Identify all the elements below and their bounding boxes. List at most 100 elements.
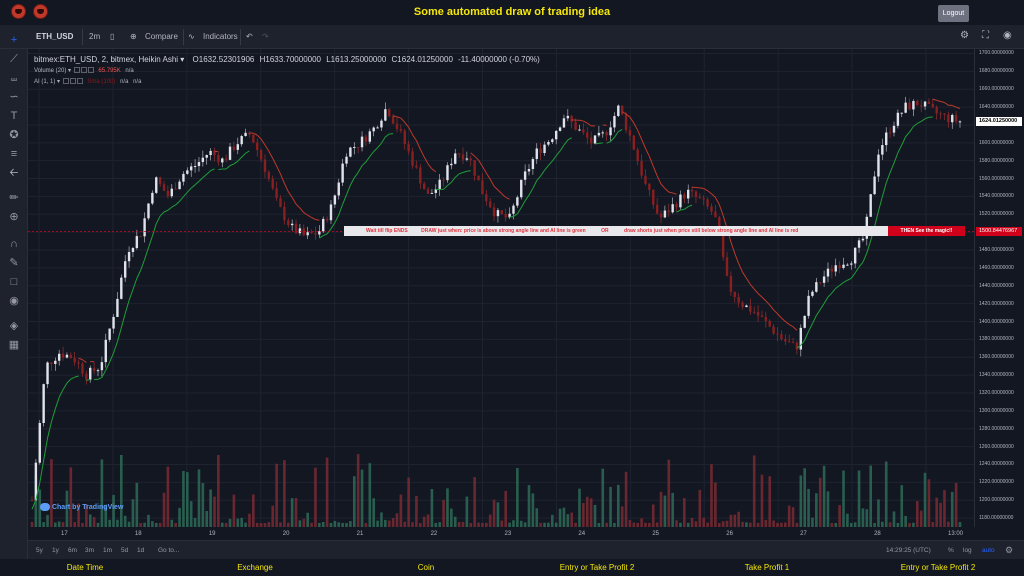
candle-body (861, 238, 865, 241)
candle-body (605, 132, 608, 136)
logout-button[interactable]: Logout (938, 5, 969, 22)
volume-bar (279, 522, 282, 527)
tradingview-brand[interactable]: Chart by TradingView (40, 503, 123, 511)
volume-bar (582, 503, 585, 527)
pattern-icon[interactable]: ✪ (9, 129, 19, 141)
ai-indicator-segment (877, 196, 883, 212)
top-bar: Some automated draw of trading idea Logo… (0, 0, 1024, 25)
volume-bar (356, 454, 360, 527)
ai-indicator-segment (183, 191, 188, 198)
volume-bar (799, 475, 803, 527)
candle-body (189, 166, 193, 171)
ai-indicator-segment (206, 170, 211, 175)
ai-indicator-segment (544, 165, 549, 171)
candle-body (756, 312, 760, 316)
trend-line-icon[interactable]: ⟋ (10, 53, 18, 65)
fib-icon[interactable]: ≡ (10, 148, 18, 160)
settings-gear-icon[interactable]: ⚙ (1005, 545, 1014, 555)
volume-bar (815, 493, 818, 527)
stay-drawing-icon[interactable]: ✎ (9, 257, 19, 269)
candle-body (450, 163, 453, 166)
range-5d[interactable]: 5d (121, 547, 129, 554)
ai-legend[interactable]: AI (1, 1) ▾ Sma (100) n/a n/a (34, 78, 142, 85)
interval-button[interactable]: 2m (89, 32, 101, 41)
candle-body (516, 197, 519, 206)
range-1d[interactable]: 1d (137, 547, 145, 554)
chart-style-icon[interactable]: ▯ (110, 32, 115, 41)
range-3m[interactable]: 3m (85, 547, 95, 554)
eye-toggle-icon[interactable] (62, 78, 69, 85)
compare-button[interactable]: Compare (145, 32, 178, 41)
brush-icon[interactable]: ∽ (9, 91, 19, 103)
ai-indicator-segment (614, 131, 619, 138)
goto-button[interactable]: Go to... (158, 547, 180, 554)
range-1y[interactable]: 1y (52, 547, 59, 554)
range-5y[interactable]: 5y (36, 547, 43, 554)
zoom-in-icon[interactable]: ⊕ (9, 211, 19, 223)
candle-body (322, 218, 325, 232)
ai-indicator-segment (233, 160, 239, 165)
eye-icon[interactable]: ◉ (9, 295, 19, 307)
volume-bar (131, 499, 135, 527)
price-chart[interactable] (28, 49, 974, 527)
volume-bar (481, 522, 484, 527)
price-tick: 1420.00000000 (979, 300, 1014, 307)
ai-indicator-segment (551, 155, 557, 162)
ai-indicator-segment (299, 207, 305, 213)
lock-icon[interactable]: □ (10, 276, 18, 288)
symbol-legend[interactable]: bitmex:ETH_USD, 2, bitmex, Heikin Ashi ▾… (34, 55, 540, 64)
candle-body (943, 113, 946, 115)
indicators-button[interactable]: Indicators (203, 32, 238, 41)
ai-indicator-segment (606, 141, 611, 144)
undo-icon[interactable]: ↶ (246, 32, 253, 41)
ai-indicator-segment (765, 300, 771, 306)
layers-icon[interactable]: ◈ (9, 320, 19, 332)
candle-body (492, 207, 496, 217)
candle-body (737, 297, 740, 303)
price-tick: 1480.00000000 (979, 247, 1014, 254)
magnet-icon[interactable]: ∩ (10, 238, 18, 250)
ai-indicator-segment (198, 177, 204, 182)
indicators-icon[interactable]: ∿ (188, 32, 195, 41)
pitchfork-icon[interactable]: ⧢ (11, 72, 17, 84)
ai-indicator-segment (295, 203, 301, 209)
redo-icon[interactable]: ↷ (262, 32, 269, 41)
settings-toggle-icon[interactable] (80, 67, 87, 74)
time-tick: 24 (578, 531, 586, 537)
close-toggle-icon[interactable] (87, 67, 94, 74)
volume-bar (496, 502, 500, 527)
camera-icon[interactable]: ◉ (1003, 30, 1012, 41)
volume-bar (349, 521, 352, 527)
crosshair-icon[interactable]: + (10, 34, 18, 46)
volume-bar (178, 507, 181, 527)
range-1m[interactable]: 1m (103, 547, 113, 554)
volume-bar (947, 521, 950, 527)
ruler-icon[interactable]: ✏ (9, 192, 19, 204)
volume-legend[interactable]: Volume (20) ▾ 65.795K n/a (34, 67, 134, 74)
range-6m[interactable]: 6m (68, 547, 78, 554)
close-toggle-icon[interactable] (76, 78, 83, 85)
settings-gear-icon[interactable]: ⚙ (960, 30, 969, 41)
fullscreen-icon[interactable]: ⛶ (982, 30, 989, 41)
volume-bar (162, 492, 166, 527)
eye-toggle-icon[interactable] (73, 67, 80, 74)
ai-indicator-segment (749, 284, 755, 290)
text-tool-icon[interactable]: T (10, 110, 18, 122)
ai-indicator-segment (291, 197, 297, 205)
settings-toggle-icon[interactable] (69, 78, 76, 85)
volume-bar (166, 466, 170, 527)
ai-indicator-segment (39, 460, 45, 483)
back-arrow-icon[interactable]: 🡠 (9, 167, 19, 179)
auto-toggle[interactable]: auto (982, 547, 995, 554)
candle-body (197, 162, 201, 167)
candle-body (259, 150, 263, 160)
price-tick: 1180.00000000 (979, 515, 1014, 522)
compare-icon[interactable]: ⊕ (130, 32, 137, 41)
log-toggle[interactable]: log (963, 547, 972, 554)
ai-indicator-segment (800, 339, 806, 346)
candle-body (667, 210, 670, 213)
ai-indicator-segment (190, 184, 196, 189)
trash-icon[interactable]: ▦ (8, 339, 20, 351)
percent-toggle[interactable]: % (948, 547, 954, 554)
symbol-search[interactable]: ETH_USD (36, 32, 74, 41)
